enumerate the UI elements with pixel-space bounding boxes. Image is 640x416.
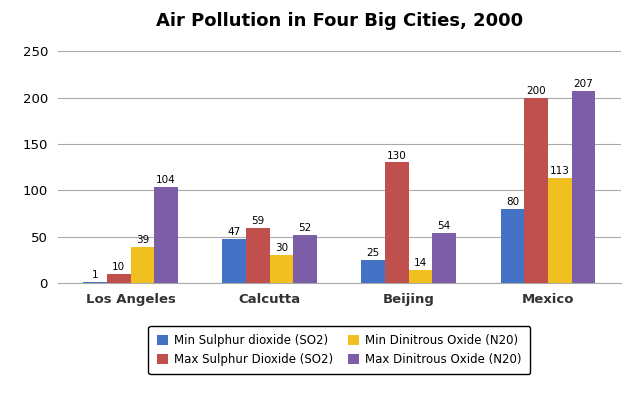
Text: 54: 54: [438, 221, 451, 231]
Bar: [409, 270, 433, 283]
Bar: [572, 91, 595, 283]
Bar: [246, 228, 269, 283]
Text: 59: 59: [251, 216, 264, 226]
Bar: [385, 163, 409, 283]
Text: 14: 14: [414, 258, 428, 268]
Text: 130: 130: [387, 151, 407, 161]
Bar: [83, 282, 107, 283]
Bar: [548, 178, 572, 283]
Bar: [107, 274, 131, 283]
Bar: [269, 255, 293, 283]
Text: 25: 25: [367, 248, 380, 258]
Bar: [433, 233, 456, 283]
Title: Air Pollution in Four Big Cities, 2000: Air Pollution in Four Big Cities, 2000: [156, 12, 523, 30]
Text: 207: 207: [573, 79, 593, 89]
Bar: [222, 239, 246, 283]
Text: 47: 47: [228, 228, 241, 238]
Legend: Min Sulphur dioxide (SO2), Max Sulphur Dioxide (SO2), Min Dinitrous Oxide (N20),: Min Sulphur dioxide (SO2), Max Sulphur D…: [148, 326, 530, 374]
Bar: [524, 98, 548, 283]
Text: 200: 200: [526, 86, 546, 96]
Text: 1: 1: [92, 270, 99, 280]
Bar: [154, 186, 178, 283]
Text: 113: 113: [550, 166, 570, 176]
Bar: [131, 247, 154, 283]
Bar: [500, 209, 524, 283]
Text: 104: 104: [156, 175, 176, 185]
Text: 80: 80: [506, 197, 519, 207]
Bar: [362, 260, 385, 283]
Text: 30: 30: [275, 243, 288, 253]
Bar: [293, 235, 317, 283]
Text: 52: 52: [298, 223, 312, 233]
Text: 39: 39: [136, 235, 149, 245]
Text: 10: 10: [112, 262, 125, 272]
